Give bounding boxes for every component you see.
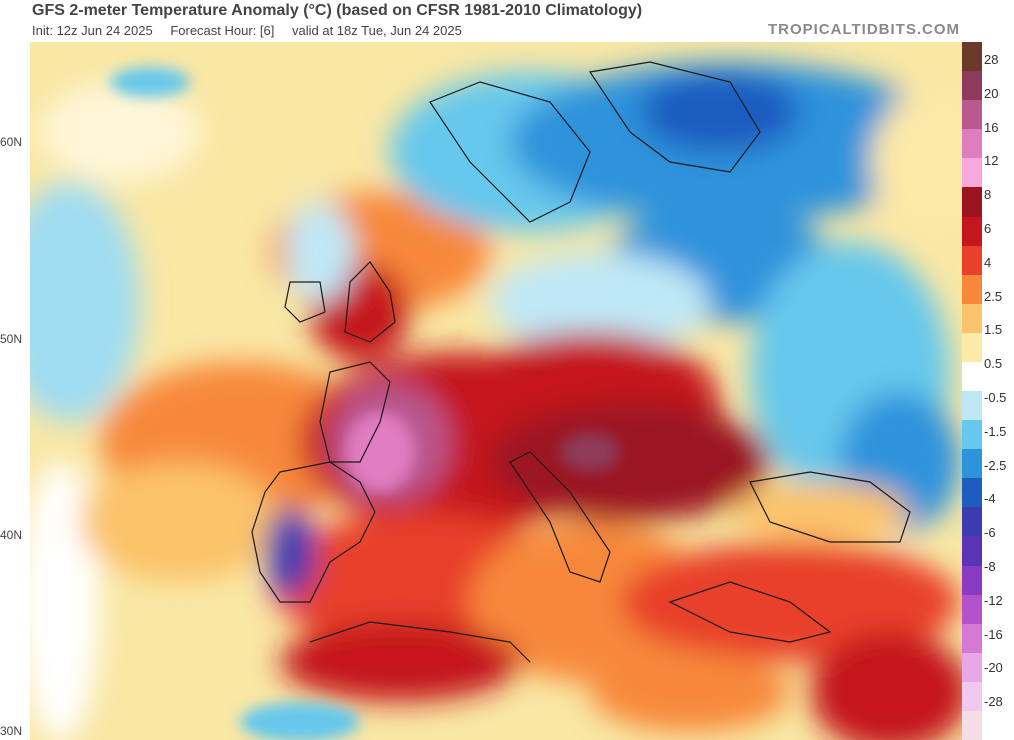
lat-label-30n: 30N — [0, 724, 23, 738]
legend-tick-label: 16 — [984, 119, 999, 135]
init-time: Init: 12z Jun 24 2025 — [32, 23, 153, 38]
lat-label-50n: 50N — [0, 332, 23, 346]
legend-swatch — [962, 71, 982, 101]
legend-swatch — [962, 274, 982, 305]
legend-tick-label: -0.5 — [984, 390, 1007, 405]
legend-tick-label: 2.5 — [984, 288, 1003, 304]
legend-tick-label: -8 — [984, 559, 996, 574]
legend-tick-label: 28 — [984, 52, 999, 67]
legend-swatch — [962, 245, 982, 276]
map-svg — [30, 42, 962, 740]
color-legend: 28 20 16 12 8 6 4 2.5 1.5 0.5 -0.5 -1.5 -2.5 -4 -6 -8 -1… — [962, 42, 1014, 740]
anomaly-detail — [110, 67, 620, 740]
legend-swatch — [962, 361, 982, 392]
legend-tick-label: -4 — [984, 491, 996, 507]
legend-tick-label: -20 — [984, 660, 1003, 676]
legend-swatch — [962, 710, 982, 740]
map-subtitle: Init: 12z Jun 24 2025 Forecast Hour: [6]… — [32, 23, 476, 38]
map-title: GFS 2-meter Temperature Anomaly (°C) (ba… — [32, 2, 643, 19]
legend-swatch — [962, 332, 982, 363]
legend-swatch — [962, 681, 982, 712]
legend-swatch — [962, 565, 982, 596]
legend-swatch — [962, 42, 982, 72]
forecast-hour: Forecast Hour: [6] — [170, 23, 275, 38]
legend-swatch — [962, 536, 982, 566]
legend-swatch — [962, 478, 982, 508]
legend-tick-label: 4 — [984, 254, 992, 270]
lat-label-40n: 40N — [0, 528, 23, 542]
legend-tick-label: 20 — [984, 85, 999, 101]
legend-swatch — [962, 623, 982, 654]
legend-tick-label: -16 — [984, 626, 1003, 642]
legend-tick-label: 12 — [984, 153, 999, 169]
brand-watermark: TROPICALTIDBITS.COM — [767, 21, 960, 38]
legend-swatch — [962, 652, 982, 683]
legend-swatch — [962, 449, 982, 479]
legend-swatch — [962, 303, 982, 334]
legend-swatch — [962, 129, 982, 159]
legend-swatch — [962, 507, 982, 537]
legend-tick-label: 0.5 — [984, 356, 1003, 372]
legend-swatch — [962, 391, 982, 421]
legend-swatch — [962, 594, 982, 625]
legend-tick-label: -12 — [984, 592, 1003, 608]
legend-tick-label: -28 — [984, 694, 1003, 710]
legend-swatch — [962, 158, 982, 188]
legend-tick-label: -1.5 — [984, 423, 1007, 439]
legend-tick-label: -6 — [984, 525, 996, 541]
legend-tick-label: 6 — [984, 221, 992, 236]
legend-swatch — [962, 187, 982, 217]
anomaly-field — [30, 62, 962, 740]
legend-swatch — [962, 420, 982, 450]
legend-tick-label: 8 — [984, 187, 992, 203]
legend-tick-label: -2.5 — [984, 457, 1007, 473]
coastlines — [251, 61, 911, 663]
anomaly-map — [30, 42, 962, 740]
valid-time: valid at 18z Tue, Jun 24 2025 — [292, 23, 462, 38]
legend-swatch — [962, 216, 982, 247]
legend-swatch — [962, 100, 982, 130]
lat-label-60n: 60N — [0, 135, 23, 149]
legend-tick-label: 1.5 — [984, 322, 1003, 338]
